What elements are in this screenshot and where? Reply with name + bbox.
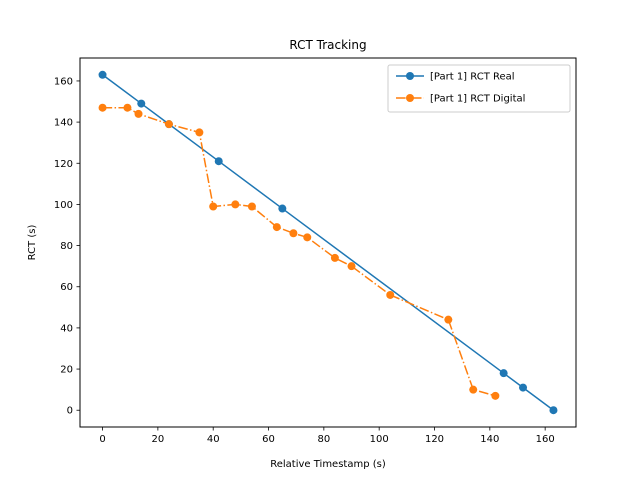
ticks-layer: 0 20 40 60 80 100 120 140 160 0 20 40 60 80 100 120 140 1…	[54, 76, 555, 445]
series-2-point	[164, 120, 173, 129]
x-tick-label: 160	[536, 434, 555, 445]
legend-box	[387, 64, 571, 113]
y-tick-label: 0	[67, 406, 73, 417]
series-1-point	[214, 157, 223, 166]
series-1-point	[137, 99, 146, 108]
legend-label-2: [Part 1] RCT Digital	[430, 94, 525, 105]
series-1-point	[549, 406, 558, 415]
y-tick-label: 40	[60, 323, 73, 334]
series-2-point	[469, 385, 478, 394]
series-2-point	[491, 391, 500, 400]
series-2-point	[330, 253, 339, 262]
series-1-point	[499, 369, 508, 378]
x-tick-label: 140	[480, 434, 499, 445]
x-tick-label: 0	[99, 434, 105, 445]
series-1-point	[278, 204, 287, 213]
y-tick-label: 60	[60, 282, 73, 293]
series-1-point	[519, 383, 528, 392]
legend-marker-1	[406, 72, 414, 80]
y-axis-title: RCT (s)	[27, 225, 38, 261]
series-2-point	[134, 109, 143, 118]
y-tick-label: 20	[60, 365, 73, 376]
legend-marker-2	[406, 94, 414, 102]
plot-layer	[98, 70, 558, 415]
x-tick-label: 60	[262, 434, 275, 445]
y-tick-label: 160	[54, 76, 73, 87]
y-tick-label: 80	[60, 241, 73, 252]
x-tick-label: 100	[370, 434, 389, 445]
x-tick-label: 120	[425, 434, 444, 445]
x-axis-title: Relative Timestamp (s)	[270, 459, 386, 470]
series-2-point	[303, 233, 312, 242]
series-2-point	[386, 290, 395, 299]
y-tick-label: 120	[54, 159, 73, 170]
x-tick-label: 20	[152, 434, 165, 445]
legend-label-1: [Part 1] RCT Real	[430, 72, 515, 83]
y-tick-label: 100	[54, 200, 73, 211]
series-2-point	[231, 200, 240, 209]
series-line-1	[102, 74, 554, 411]
series-2-point	[272, 223, 281, 232]
series-1-point	[98, 70, 107, 79]
chart-title: RCT Tracking	[289, 38, 366, 52]
y-tick-label: 140	[54, 118, 73, 129]
series-2-point	[347, 262, 356, 271]
series-2-point	[195, 128, 204, 137]
x-tick-label: 80	[317, 434, 330, 445]
series-2-point	[444, 315, 453, 324]
series-2-point	[289, 229, 298, 238]
x-tick-label: 40	[207, 434, 220, 445]
axes-frame	[79, 57, 577, 428]
series-2-point	[247, 202, 256, 211]
series-2-point	[98, 103, 107, 112]
series-2-point	[209, 202, 218, 211]
legend: [Part 1] RCT Real [Part 1] RCT Digital	[387, 64, 571, 113]
series-2-point	[123, 103, 132, 112]
